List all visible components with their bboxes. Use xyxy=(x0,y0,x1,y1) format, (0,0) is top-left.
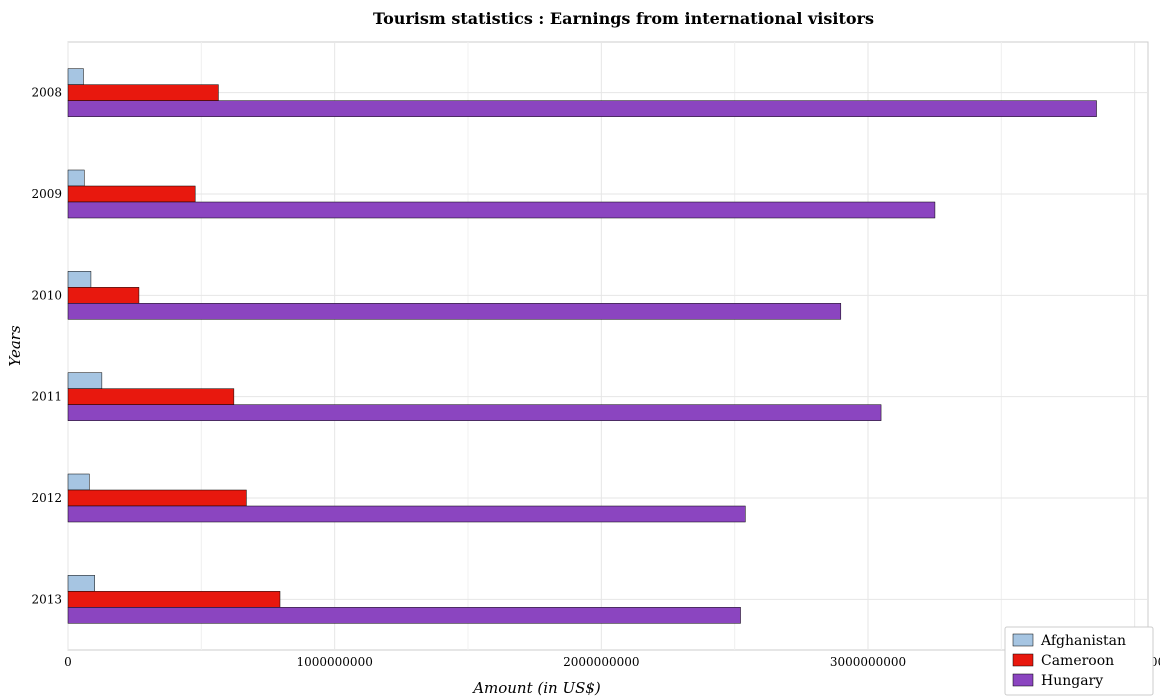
legend-swatch-hungary xyxy=(1012,673,1034,687)
bar-hungary-2009 xyxy=(67,201,936,219)
legend-swatch-cameroon xyxy=(1012,653,1034,667)
bar-cameroon-2011 xyxy=(67,388,235,405)
legend-label-cameroon: Cameroon xyxy=(1041,653,1114,669)
bar-cameroon-2013 xyxy=(67,591,281,608)
bar-afghanistan-2010 xyxy=(67,271,92,288)
legend: Afghanistan Cameroon Hungary xyxy=(1004,626,1154,696)
bar-cameroon-2012 xyxy=(67,489,247,507)
bars xyxy=(67,68,1097,624)
y-ticks: 2008 2009 2010 2011 2012 2013 xyxy=(31,86,62,607)
bar-hungary-2012 xyxy=(67,505,746,523)
y-tick-label: 2011 xyxy=(31,390,62,404)
bar-afghanistan-2008 xyxy=(67,68,84,85)
y-axis-label: Years xyxy=(6,325,24,367)
y-tick-label: 2013 xyxy=(31,592,62,606)
bar-hungary-2010 xyxy=(67,303,842,320)
x-tick-label: 1000000000 xyxy=(296,655,372,669)
legend-label-afghanistan: Afghanistan xyxy=(1040,633,1126,649)
y-tick-label: 2008 xyxy=(31,86,62,100)
y-tick-label: 2009 xyxy=(31,187,62,201)
bar-cameroon-2008 xyxy=(67,84,219,101)
chart-title: Tourism statistics : Earnings from inter… xyxy=(373,9,874,28)
bar-hungary-2011 xyxy=(67,404,882,421)
x-tick-label: 0 xyxy=(64,655,72,669)
bar-afghanistan-2011 xyxy=(67,372,103,389)
grid xyxy=(67,42,1148,650)
bar-afghanistan-2009 xyxy=(67,169,85,187)
bar-afghanistan-2013 xyxy=(67,575,95,592)
bar-cameroon-2009 xyxy=(67,185,196,203)
bar-afghanistan-2012 xyxy=(67,473,90,491)
legend-box xyxy=(1004,626,1154,696)
plot-area xyxy=(67,41,1149,651)
bar-hungary-2013 xyxy=(67,607,741,624)
x-axis-label: Amount (in US$) xyxy=(471,679,601,697)
x-tick-label: 3000000000 xyxy=(830,655,906,669)
legend-swatch-afghanistan xyxy=(1012,633,1034,647)
legend-label-hungary: Hungary xyxy=(1041,673,1103,689)
y-tick-label: 2010 xyxy=(31,288,62,302)
y-tick-label: 2012 xyxy=(31,491,62,505)
x-tick-label: 2000000000 xyxy=(563,655,639,669)
bar-cameroon-2010 xyxy=(67,287,140,304)
bar-hungary-2008 xyxy=(67,100,1097,117)
